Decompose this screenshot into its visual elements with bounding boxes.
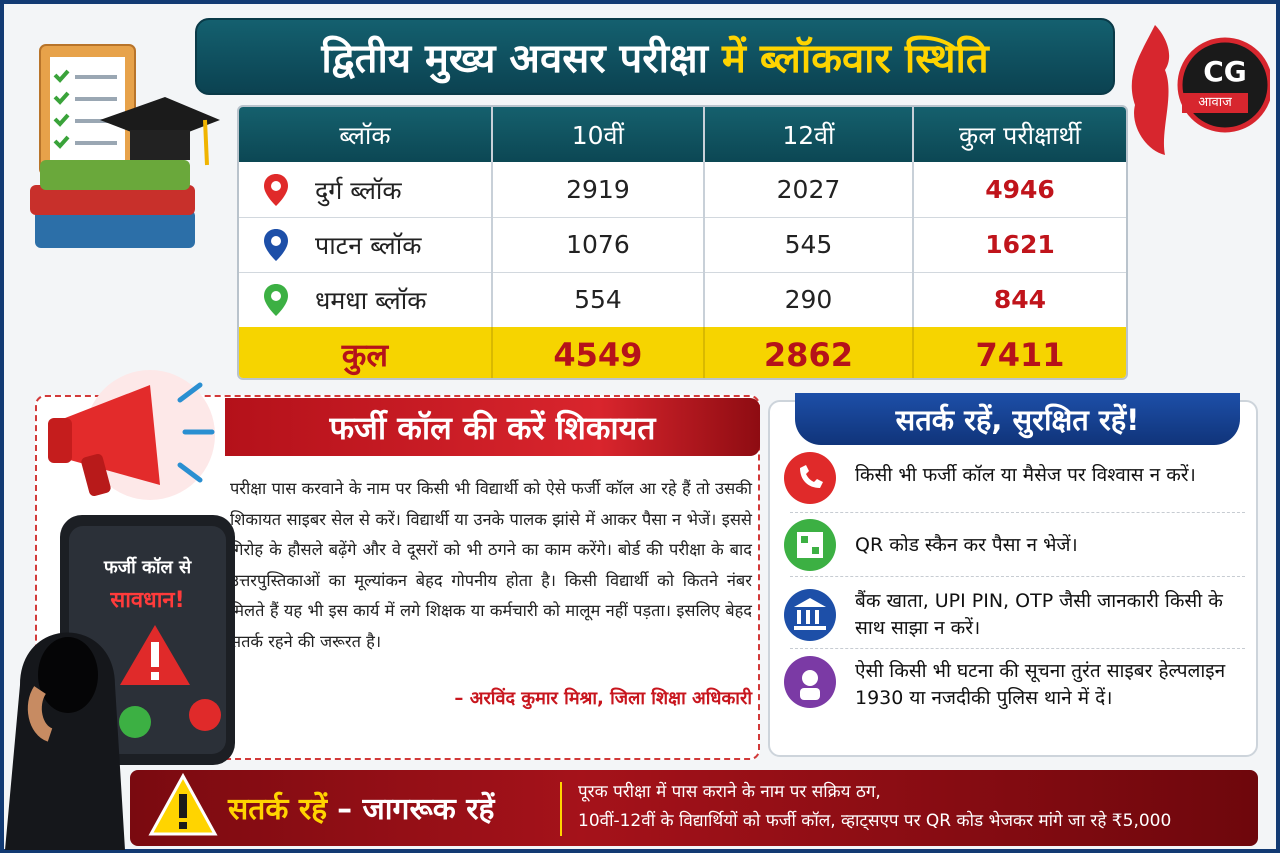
cell-text: 290 <box>784 285 833 314</box>
tip-separator <box>790 648 1245 649</box>
table-row: धमधा ब्लॉक 554 290 844 <box>239 272 1126 328</box>
table-cell: 2919 <box>493 162 705 217</box>
table-row: पाटन ब्लॉक 1076 545 1621 <box>239 217 1126 273</box>
block-name: दुर्ग ब्लॉक <box>239 162 493 217</box>
table-row: दुर्ग ब्लॉक 2919 2027 4946 <box>239 162 1126 218</box>
cell-text: 545 <box>784 230 833 259</box>
header-row: ब्लॉक 10वीं 12वीं कुल परीक्षार्थी <box>239 107 1126 162</box>
footer-banner <box>130 770 1258 846</box>
title-highlight: में ब्लॉकवार स्थिति <box>722 36 989 82</box>
total-cell: 7411 <box>975 335 1065 374</box>
header-cell: 12वीं <box>705 107 914 162</box>
table-cell: 290 <box>705 272 914 327</box>
main-title: द्वितीय मुख्य अवसर परीक्षा में ब्लॉकवार … <box>195 18 1115 95</box>
header-cell: ब्लॉक <box>239 107 493 162</box>
footer-slogan: सतर्क रहें – जागरूक रहें <box>228 777 494 837</box>
phone-warning: सावधान! <box>110 588 185 613</box>
total-row: कुल 4549 2862 7411 <box>239 327 1126 378</box>
tip-separator <box>790 512 1245 513</box>
total-cell: कुल <box>239 327 493 378</box>
total-cell: 2862 <box>705 327 914 378</box>
tip-text: QR कोड स्कैन कर पैसा न भेजें। <box>855 534 1078 556</box>
table-cell: 1076 <box>493 217 705 272</box>
table-cell: 844 <box>914 272 1126 327</box>
tip-text: किसी भी फर्जी कॉल या मैसेज पर विश्वास न … <box>855 464 1196 486</box>
cell-text: पाटन ब्लॉक <box>315 230 422 260</box>
footer-line: पूरक परीक्षा में पास कराने के नाम पर सक्… <box>578 782 881 802</box>
block-name: पाटन ब्लॉक <box>239 217 493 272</box>
block-name: धमधा ब्लॉक <box>239 272 493 327</box>
megaphone-icon <box>48 370 215 500</box>
tip-text: ऐसी किसी भी घटना की सूचना तुरंत साइबर हे… <box>855 660 1226 709</box>
table-cell: 554 <box>493 272 705 327</box>
cell-text: धमधा ब्लॉक <box>315 285 427 315</box>
header-cell: 10वीं <box>493 107 705 162</box>
tip-separator <box>790 576 1245 577</box>
data-table: ब्लॉक 10वीं 12वीं कुल परीक्षार्थी दुर्ग ब्लॉ… <box>237 105 1128 380</box>
pin-icon <box>264 173 288 206</box>
warning-icon <box>148 772 218 836</box>
slogan-highlight: सतर्क रहें <box>228 791 328 827</box>
phone-text: फर्जी कॉल से <box>103 557 192 578</box>
complaint-body: परीक्षा पास करवाने के नाम पर किसी भी विद… <box>230 479 752 651</box>
cell-text: 4946 <box>985 175 1055 204</box>
cell-text: 2027 <box>776 175 841 204</box>
table-cell: 2027 <box>705 162 914 217</box>
pin-icon <box>264 228 288 261</box>
header-cell: कुल परीक्षार्थी <box>959 120 1081 150</box>
footer-lines: पूरक परीक्षा में पास कराने के नाम पर सक्… <box>578 778 1248 836</box>
footer-line: 10वीं-12वीं के विद्यार्थियों को फर्जी कॉ… <box>578 811 1172 831</box>
cell-text: 844 <box>993 285 1047 314</box>
complaint-title: फर्जी कॉल की करें शिकायत <box>225 398 760 456</box>
pin-icon <box>264 283 288 316</box>
hooded-figure <box>5 632 125 850</box>
slogan-text: – जागरूक रहें <box>337 791 495 827</box>
cell-text: दुर्ग ब्लॉक <box>315 175 402 205</box>
total-cell: 4549 <box>493 327 705 378</box>
cell-text: 2919 <box>566 175 630 204</box>
table-cell: 4946 <box>914 162 1126 217</box>
title-part: द्वितीय मुख्य अवसर परीक्षा <box>321 36 709 82</box>
tips-panel <box>768 400 1258 757</box>
logo-graphic <box>1131 25 1270 155</box>
complaint-attribution: – अरविंद कुमार मिश्रा, जिला शिक्षा अधिका… <box>454 688 752 709</box>
cell-text: 1621 <box>985 230 1055 259</box>
tip-icons <box>784 452 836 708</box>
cell-text: 554 <box>574 285 622 314</box>
cell-text: 1076 <box>566 230 630 259</box>
tip-text: बैंक खाता, UPI PIN, OTP जैसी जानकारी किस… <box>855 590 1223 639</box>
logo-text: CG <box>1203 55 1247 88</box>
logo-subtext: आवाज <box>1182 93 1248 113</box>
tips-title: सतर्क रहें, सुरक्षित रहें! <box>795 393 1240 445</box>
table-cell: 545 <box>705 217 914 272</box>
table-cell: 1621 <box>914 217 1126 272</box>
books-illustration <box>30 44 220 248</box>
footer-divider <box>560 782 562 836</box>
